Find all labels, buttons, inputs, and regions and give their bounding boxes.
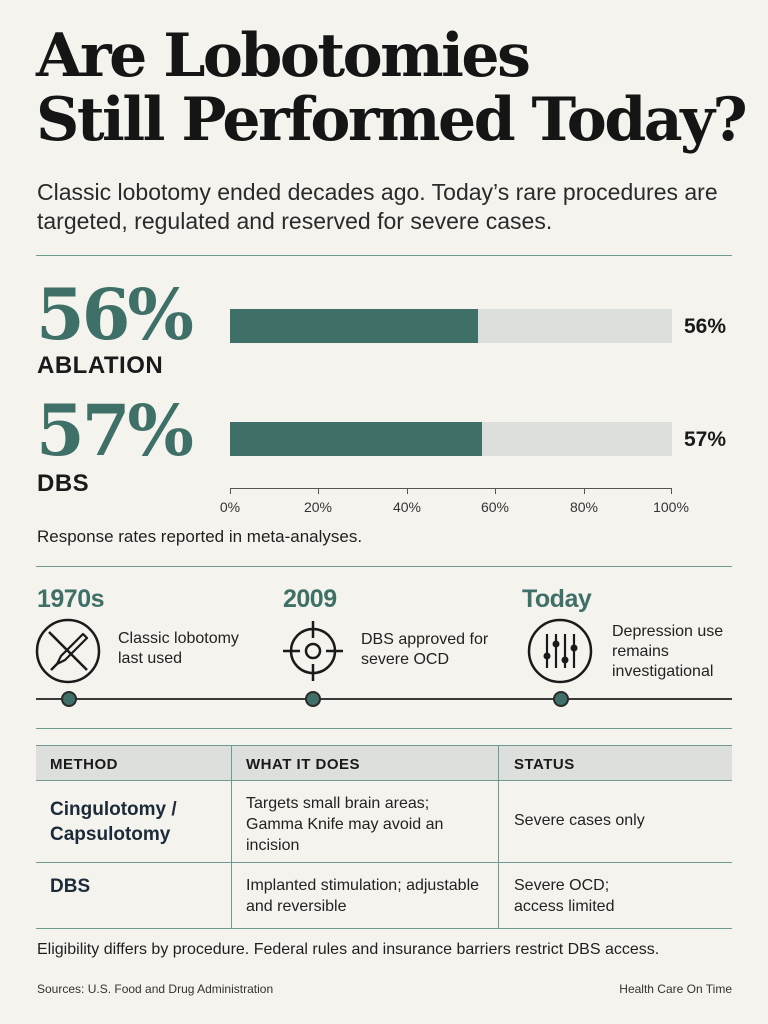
title-line-1: Are Lobotomies [36, 21, 531, 91]
timeline-year-1970s: 1970s [37, 585, 105, 613]
dbs-bar-track [230, 422, 672, 456]
axis-tick [584, 488, 585, 494]
ablation-bar-track [230, 309, 672, 343]
column-divider [498, 863, 499, 929]
timeline-dot [305, 691, 321, 707]
axis-tick-label: 60% [480, 499, 510, 515]
ablation-bar-value: 56% [684, 315, 727, 338]
table-cell-method: Cingulotomy / Capsulotomy [50, 799, 177, 845]
table-cell-what: Targets small brain areas; Gamma Knife m… [246, 795, 444, 854]
table-cell-what: Implanted stimulation; adjustable and re… [246, 877, 480, 915]
table-header-what: WHAT IT DOES [246, 756, 361, 773]
sliders-icon [527, 618, 593, 684]
timeline-text-2009: DBS approved for severe OCD [361, 631, 489, 668]
timeline-text-1970s: Classic lobotomy last used [118, 630, 239, 667]
table-cell-method: DBS [50, 876, 91, 897]
axis-tick-label: 20% [303, 499, 333, 515]
timeline-year-2009: 2009 [283, 585, 337, 613]
title-line-2: Still Performed Today? [36, 85, 748, 155]
divider [36, 255, 732, 256]
column-divider [231, 781, 232, 863]
timeline-line [36, 698, 732, 700]
stat-dbs-label: DBS [37, 470, 90, 497]
stat-dbs-big-value: 57% [36, 389, 194, 472]
axis-tick-label: 40% [392, 499, 422, 515]
table-header-method: METHOD [50, 756, 118, 773]
axis-tick [671, 488, 672, 494]
timeline-text-today: Depression use remains investigational [612, 623, 724, 680]
methods-table: METHOD WHAT IT DOES STATUS Cingulotomy /… [36, 745, 732, 929]
sources: Sources: U.S. Food and Drug Administrati… [37, 982, 274, 996]
dbs-bar-fill [230, 422, 482, 456]
column-divider [231, 863, 232, 929]
target-crosshair-icon [283, 621, 343, 681]
chart-caption: Response rates reported in meta-analyses… [37, 527, 363, 546]
footer-note: Eligibility differs by procedure. Federa… [37, 941, 660, 958]
subtitle: Classic lobotomy ended decades ago. Toda… [37, 179, 718, 234]
axis-tick [230, 488, 231, 494]
table-header-status: STATUS [514, 756, 575, 773]
axis-tick [495, 488, 496, 494]
stat-ablation-label: ABLATION [37, 352, 164, 379]
axis-tick [318, 488, 319, 494]
dbs-bar-value: 57% [684, 428, 727, 451]
divider [36, 728, 732, 729]
table-row: Cingulotomy / Capsulotomy Targets small … [36, 781, 732, 863]
divider [36, 566, 732, 567]
table-cell-status: Severe cases only [514, 812, 645, 829]
page-title: Are Lobotomies Still Performed Today? [36, 21, 748, 155]
table-header: METHOD WHAT IT DOES STATUS [36, 745, 732, 782]
x-axis [230, 488, 672, 489]
column-divider [498, 746, 499, 782]
column-divider [231, 746, 232, 782]
ablation-bar-fill [230, 309, 478, 343]
axis-tick-label: 100% [653, 499, 689, 515]
table-row: DBS Implanted stimulation; adjustable an… [36, 863, 732, 929]
column-divider [498, 781, 499, 863]
brand-credit: Health Care On Time [619, 982, 732, 996]
axis-tick-label: 0% [219, 499, 241, 515]
axis-tick [407, 488, 408, 494]
axis-tick-label: 80% [569, 499, 599, 515]
stat-ablation-big-value: 56% [36, 273, 194, 356]
timeline-dot [553, 691, 569, 707]
crossed-scalpel-icon [35, 618, 101, 684]
table-cell-status: Severe OCD; access limited [514, 877, 615, 915]
timeline-year-today: Today [522, 585, 592, 613]
timeline-dot [61, 691, 77, 707]
